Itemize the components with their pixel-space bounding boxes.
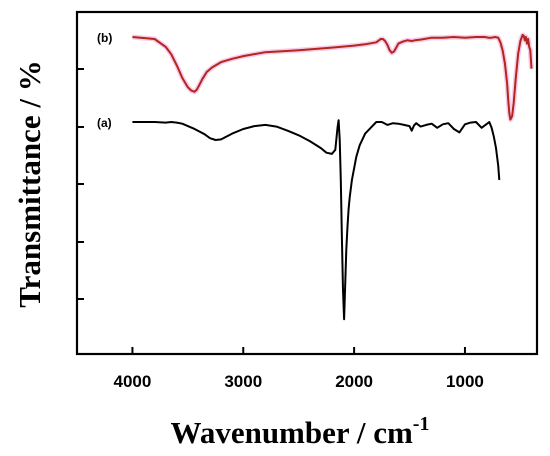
series-layer [132,32,534,321]
x-axis-ticks: 4000 3000 2000 1000 [114,347,484,391]
plot-frame [75,10,539,356]
x-tick-label: 4000 [114,372,152,391]
x-tick-label: 1000 [446,372,484,391]
y-axis-ticks [77,68,84,300]
x-axis-title-text: Wavenumber / cm [171,415,413,450]
y-axis-title: Transmittance / % [12,60,47,307]
x-axis-title-superscript: -1 [413,413,430,435]
series-label-a: (a) [97,116,112,130]
series-line-b [132,34,533,121]
series-labels: (b) (a) [97,31,112,130]
x-axis-title: Wavenumber / cm-1 [171,413,430,450]
plot-area: 4000 3000 2000 1000 (b) (a) [75,10,539,391]
series-line-a [132,119,501,321]
series-label-b: (b) [97,31,112,45]
x-tick-label: 2000 [335,372,373,391]
x-tick-label: 3000 [224,372,262,391]
